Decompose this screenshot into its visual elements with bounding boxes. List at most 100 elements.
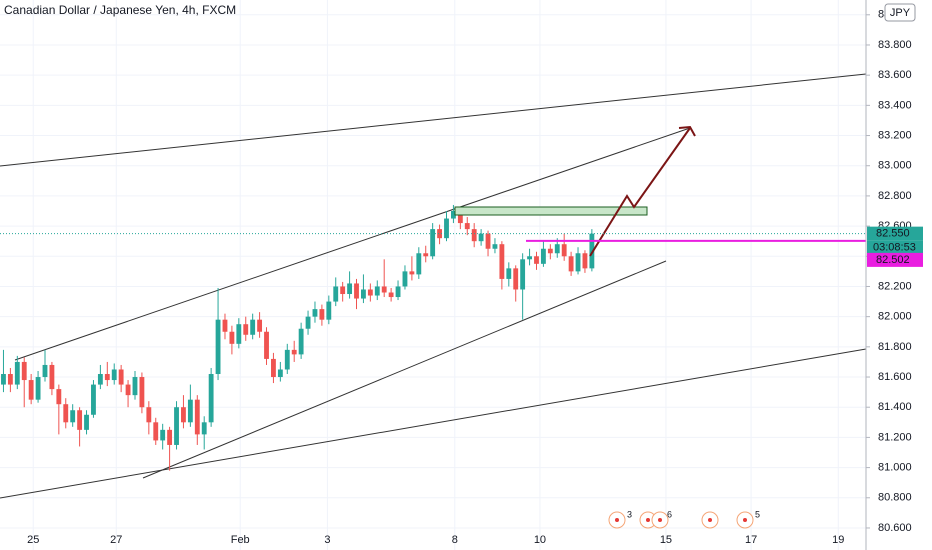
candle-body <box>160 429 166 441</box>
candle-body <box>347 283 353 295</box>
candle-body <box>464 223 470 230</box>
candle-body <box>243 324 249 335</box>
event-dot <box>646 518 650 522</box>
level-label: 82.502 <box>876 254 910 266</box>
candle-body <box>35 377 41 400</box>
candle-body <box>575 253 581 272</box>
candle-body <box>319 309 325 320</box>
candle-body <box>444 218 449 239</box>
candle-body <box>409 271 415 275</box>
candle-body <box>513 268 519 290</box>
candle-body <box>561 244 567 257</box>
candle-body <box>153 422 159 441</box>
candle-body <box>49 364 55 390</box>
candle-body <box>118 369 124 385</box>
chart-title: Canadian Dollar / Japanese Yen, 4h, FXCM <box>4 3 236 17</box>
candle-body <box>236 324 242 344</box>
candle-body <box>367 289 373 296</box>
candles <box>1 204 595 471</box>
currency-label[interactable]: JPY <box>890 7 911 19</box>
y-tick-label: 80.600 <box>878 522 912 534</box>
candle-body <box>187 399 193 423</box>
candle-body <box>229 331 235 344</box>
candle-body <box>264 331 269 359</box>
y-tick-label: 83.800 <box>878 39 912 51</box>
zone-box <box>454 206 648 216</box>
candle-body <box>520 259 526 290</box>
candle-body <box>547 248 553 254</box>
candle-body <box>506 268 512 279</box>
x-tick-label: 15 <box>660 534 672 546</box>
candle-body <box>534 256 539 264</box>
candle-body <box>277 369 283 378</box>
event-count: 3 <box>627 509 632 519</box>
candle-body <box>21 361 27 381</box>
price-axis <box>866 0 932 550</box>
candle-body <box>222 319 228 332</box>
candle-body <box>388 292 394 298</box>
x-tick-label: 27 <box>110 534 122 546</box>
event-count: 6 <box>667 509 672 519</box>
event-dot <box>743 518 747 522</box>
level-box <box>867 252 923 267</box>
candle-body <box>492 244 498 249</box>
candle-body <box>146 407 152 423</box>
candle-body <box>430 229 436 257</box>
candle-body <box>125 384 131 396</box>
candle-body <box>7 374 13 385</box>
candle-body <box>395 286 401 298</box>
candle-body <box>298 328 304 355</box>
x-tick-label: 19 <box>832 534 844 546</box>
x-tick-label: 3 <box>324 534 330 546</box>
candle-body <box>381 286 387 293</box>
event-dot <box>658 518 662 522</box>
candle-body <box>305 316 311 329</box>
candle-body <box>139 377 145 408</box>
y-tick-label: 81.800 <box>878 341 912 353</box>
x-tick-label: 8 <box>452 534 458 546</box>
candle-body <box>132 377 138 396</box>
y-tick-label: 83.200 <box>878 129 912 141</box>
y-tick-label: 81.000 <box>878 461 912 473</box>
candle-body <box>589 233 595 269</box>
candle-body <box>63 404 69 423</box>
event-dot <box>708 518 712 522</box>
trend-line <box>0 73 867 167</box>
trend-line <box>0 348 867 499</box>
candle-body <box>450 211 456 219</box>
y-tick-label: 81.400 <box>878 401 912 413</box>
currency-button[interactable] <box>884 3 916 22</box>
countdown-box <box>867 240 923 254</box>
candle-body <box>167 429 173 445</box>
candle-body <box>312 309 318 317</box>
candle-body <box>568 256 574 272</box>
events: 3 6 5 <box>608 509 760 529</box>
candle-body <box>333 286 339 302</box>
candle-body <box>1 374 6 385</box>
overlay <box>0 125 866 257</box>
candle-body <box>208 374 214 423</box>
candle-body <box>340 286 346 295</box>
candle-body <box>201 422 207 435</box>
y-tick-label: 80.800 <box>878 492 912 504</box>
candle-body <box>257 319 263 332</box>
candle-body <box>527 256 532 260</box>
event-count: 5 <box>755 509 760 519</box>
candle-body <box>478 233 484 242</box>
event-dot <box>615 518 619 522</box>
drawings <box>0 73 867 499</box>
candle-body <box>291 349 297 355</box>
candle-body <box>485 233 491 249</box>
candle-body <box>582 253 588 269</box>
x-tick-label: 25 <box>27 534 39 546</box>
candle-body <box>361 289 366 299</box>
y-tick-label: 83.000 <box>878 160 912 172</box>
y-tick-label: 82.800 <box>878 190 912 202</box>
candle-body <box>215 319 221 375</box>
countdown-label: 03:08:53 <box>873 242 916 254</box>
candle-body <box>271 358 276 378</box>
candle-body <box>437 229 442 239</box>
trend-line <box>142 260 667 479</box>
candle-body <box>354 283 359 299</box>
